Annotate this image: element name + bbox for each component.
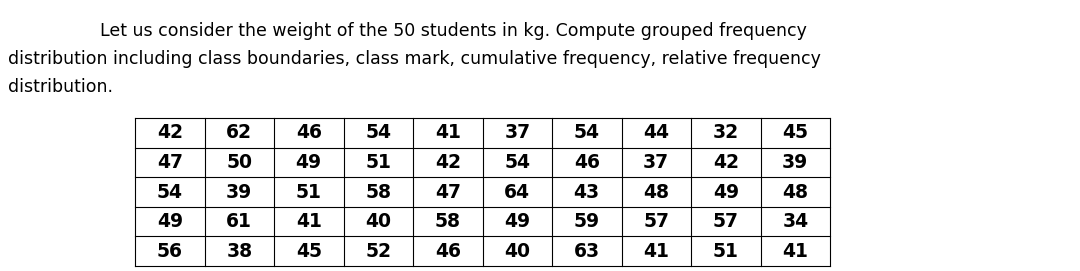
Text: 41: 41 bbox=[644, 242, 670, 261]
Text: 49: 49 bbox=[713, 182, 739, 202]
Text: 44: 44 bbox=[644, 123, 670, 142]
Text: 37: 37 bbox=[504, 123, 530, 142]
Text: 39: 39 bbox=[226, 182, 253, 202]
Text: distribution including class boundaries, class mark, cumulative frequency, relat: distribution including class boundaries,… bbox=[8, 50, 821, 68]
Text: distribution.: distribution. bbox=[8, 78, 113, 96]
Text: Let us consider the weight of the 50 students in kg. Compute grouped frequency: Let us consider the weight of the 50 stu… bbox=[100, 22, 807, 40]
Text: 38: 38 bbox=[226, 242, 253, 261]
Text: 51: 51 bbox=[365, 153, 391, 172]
Text: 47: 47 bbox=[157, 153, 183, 172]
Text: 49: 49 bbox=[296, 153, 322, 172]
Text: 58: 58 bbox=[435, 212, 461, 231]
Text: 45: 45 bbox=[296, 242, 322, 261]
Text: 51: 51 bbox=[713, 242, 739, 261]
Text: 41: 41 bbox=[296, 212, 322, 231]
Text: 63: 63 bbox=[573, 242, 599, 261]
Text: 50: 50 bbox=[226, 153, 253, 172]
Text: 57: 57 bbox=[713, 212, 739, 231]
Text: 40: 40 bbox=[365, 212, 391, 231]
Text: 42: 42 bbox=[435, 153, 461, 172]
Text: 37: 37 bbox=[644, 153, 670, 172]
Text: 54: 54 bbox=[157, 182, 183, 202]
Text: 32: 32 bbox=[713, 123, 739, 142]
Text: 41: 41 bbox=[435, 123, 461, 142]
Text: 46: 46 bbox=[573, 153, 599, 172]
Text: 48: 48 bbox=[644, 182, 670, 202]
Text: 54: 54 bbox=[504, 153, 530, 172]
Text: 57: 57 bbox=[644, 212, 670, 231]
Text: 56: 56 bbox=[157, 242, 183, 261]
Text: 34: 34 bbox=[782, 212, 808, 231]
Text: 54: 54 bbox=[365, 123, 391, 142]
Text: 42: 42 bbox=[713, 153, 739, 172]
Text: 48: 48 bbox=[782, 182, 808, 202]
Text: 58: 58 bbox=[365, 182, 391, 202]
Text: 52: 52 bbox=[365, 242, 391, 261]
Text: 49: 49 bbox=[504, 212, 530, 231]
Text: 49: 49 bbox=[157, 212, 183, 231]
Text: 43: 43 bbox=[573, 182, 599, 202]
Text: 39: 39 bbox=[782, 153, 808, 172]
Text: 51: 51 bbox=[296, 182, 322, 202]
Text: 45: 45 bbox=[782, 123, 808, 142]
Text: 40: 40 bbox=[504, 242, 530, 261]
Text: 54: 54 bbox=[573, 123, 599, 142]
Text: 41: 41 bbox=[782, 242, 808, 261]
Text: 42: 42 bbox=[157, 123, 183, 142]
Text: 64: 64 bbox=[504, 182, 530, 202]
Text: 46: 46 bbox=[435, 242, 461, 261]
Text: 62: 62 bbox=[226, 123, 253, 142]
Text: 47: 47 bbox=[435, 182, 461, 202]
Text: 59: 59 bbox=[573, 212, 599, 231]
Text: 61: 61 bbox=[227, 212, 253, 231]
Text: 46: 46 bbox=[296, 123, 322, 142]
